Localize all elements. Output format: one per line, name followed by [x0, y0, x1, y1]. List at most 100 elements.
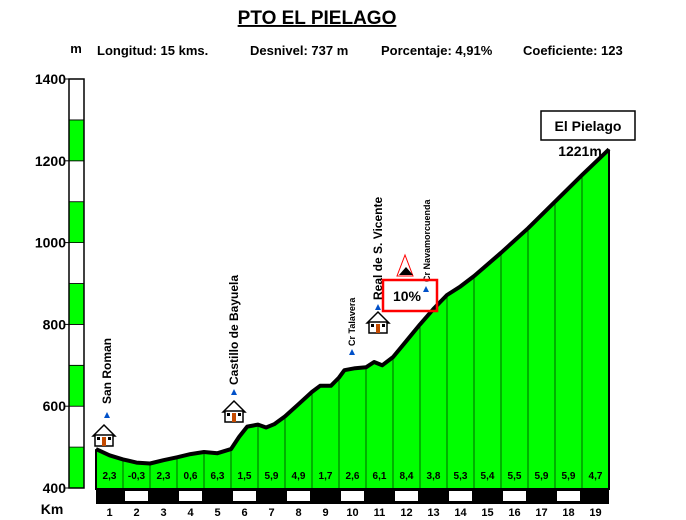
y-tick-label: 800: [43, 316, 67, 332]
gradient-label: 0,6: [184, 471, 198, 482]
km-bar-white-block: [557, 491, 580, 501]
gradient-label: 2,3: [103, 471, 117, 482]
km-bar-white-block: [503, 491, 526, 501]
waypoint-label: Cr Navamorcuenda: [422, 198, 432, 282]
km-label: 1: [106, 507, 112, 519]
summit-name: El Pielago: [555, 118, 622, 134]
km-label: 15: [481, 507, 493, 519]
summit-label: El Pielago 1221m: [540, 110, 636, 159]
scale-block: [68, 405, 85, 448]
km-label: 18: [562, 507, 574, 519]
house-window: [227, 413, 230, 416]
gradient-label: 5,9: [535, 471, 549, 482]
y-tick-label: 400: [43, 480, 67, 496]
gradient-label: 1,5: [238, 471, 252, 482]
profile-area: [96, 149, 609, 491]
gradient-label: 1,7: [319, 471, 333, 482]
scale-frame: [68, 78, 85, 489]
y-tick-label: 1400: [35, 71, 66, 87]
y-axis-ticks: 400 600 800 1000 1200 1400: [35, 71, 69, 496]
scale-block: [68, 323, 85, 366]
scale-block: [68, 364, 85, 407]
waypoint-marker: [423, 286, 429, 292]
gradient-label: 8,4: [400, 471, 414, 482]
gradient-labels: 2,3 -0,3 2,3 0,6 6,3 1,5 5,9 4,9 1,7 2,6 6,1 8,4 3,8…: [103, 471, 603, 482]
km-scale-bar: 1 2 3 4 5 6 7 8 9 10 11 12 13 14 15 16 17 18 19: [96, 488, 609, 519]
info-desnivel: Desnivel: 737 m: [250, 43, 348, 58]
waypoint-marker: [375, 304, 381, 310]
scale-block: [68, 119, 85, 162]
max-gradient-box: [381, 278, 439, 313]
gradient-label: 5,4: [481, 471, 495, 482]
elevation-scale-bar: [68, 78, 85, 489]
km-label: 6: [241, 507, 247, 519]
km-label: 12: [400, 507, 412, 519]
km-bar-white-block: [341, 491, 364, 501]
warning-icon-slope: [399, 267, 413, 275]
waypoint-marker: [349, 349, 355, 355]
km-label: 16: [508, 507, 520, 519]
km-bar-white-block: [395, 491, 418, 501]
gradient-label: 2,3: [157, 471, 171, 482]
waypoint-marker: [231, 389, 237, 395]
km-label: 5: [214, 507, 220, 519]
km-bar-white-block: [449, 491, 472, 501]
max-gradient-value: 10%: [393, 288, 422, 304]
waypoint-label: San Roman: [100, 338, 114, 404]
km-bar-white-block: [125, 491, 148, 501]
scale-block: [68, 242, 85, 284]
gradient-label: 5,3: [454, 471, 468, 482]
km-label: 10: [346, 507, 358, 519]
km-label: 13: [427, 507, 439, 519]
gradient-label: 4,9: [292, 471, 306, 482]
km-bar-white-block: [287, 491, 310, 501]
chart-title: PTO EL PIELAGO: [238, 8, 397, 29]
gradient-label: -0,3: [128, 471, 146, 482]
town-house-icon: [91, 423, 117, 447]
profile-line: [95, 147, 611, 466]
waypoints: San Roman Castillo de Bayuela Cr Talavera R…: [91, 197, 432, 447]
gradient-label: 3,8: [427, 471, 441, 482]
y-tick-label: 1000: [35, 235, 66, 251]
waypoint-marker: [104, 412, 110, 418]
max-gradient-marker: 10%: [381, 253, 439, 313]
km-label: 4: [187, 507, 194, 519]
scale-block: [68, 446, 85, 489]
y-axis-unit: m: [70, 41, 82, 56]
y-tick-label: 1200: [35, 153, 66, 169]
km-label: 7: [268, 507, 274, 519]
km-bar-white-block: [233, 491, 256, 501]
gradient-label: 5,9: [265, 471, 279, 482]
house-door: [232, 413, 236, 422]
house-door: [102, 437, 106, 446]
scale-block: [68, 283, 85, 325]
house-window: [371, 324, 374, 327]
km-bar-white-block: [179, 491, 202, 501]
km-label: 9: [322, 507, 328, 519]
gradient-label: 5,9: [562, 471, 576, 482]
elevation-profile: [95, 147, 611, 491]
town-house-icon: [221, 399, 247, 423]
waypoint-label: Real de S. Vicente: [371, 197, 385, 300]
y-tick-label: 600: [43, 398, 67, 414]
scale-block: [68, 78, 85, 121]
info-porcentaje: Porcentaje: 4,91%: [381, 43, 493, 58]
km-label: 2: [133, 507, 139, 519]
gradient-label: 4,7: [589, 471, 603, 482]
house-window: [97, 437, 100, 440]
km-label: 14: [454, 507, 467, 519]
summit-elevation: 1221m: [558, 143, 602, 159]
info-longitud: Longitud: 15 kms.: [97, 43, 208, 58]
scale-block: [68, 201, 85, 243]
house-window: [382, 324, 385, 327]
waypoint-label: Castillo de Bayuela: [227, 275, 241, 385]
waypoint-label: Cr Talavera: [347, 297, 357, 346]
x-axis-unit: Km: [41, 501, 64, 517]
gradient-label: 2,6: [346, 471, 360, 482]
km-label: 19: [589, 507, 601, 519]
km-label: 11: [374, 507, 386, 519]
km-label: 17: [535, 507, 547, 519]
gradient-label: 6,1: [373, 471, 387, 482]
km-label: 3: [160, 507, 166, 519]
gradient-label: 6,3: [211, 471, 225, 482]
